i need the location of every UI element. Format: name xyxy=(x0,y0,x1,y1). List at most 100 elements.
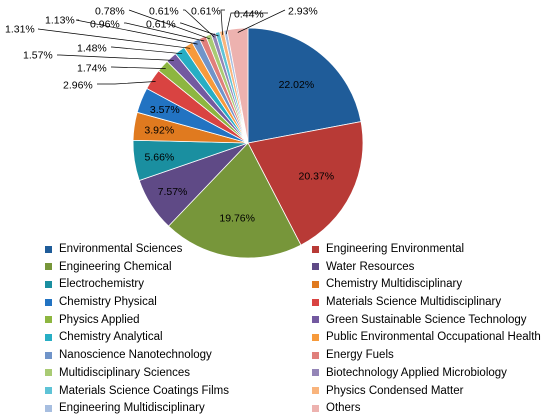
legend-label: Electrochemistry xyxy=(59,278,144,291)
pie-slice xyxy=(247,27,362,144)
legend-label: Physics Applied xyxy=(59,313,140,326)
legend-swatch xyxy=(312,298,319,306)
slice-data-label: 1.48% xyxy=(77,43,107,55)
leader-lines xyxy=(37,9,286,85)
slice-data-label: 22.02% xyxy=(279,79,315,91)
legend-swatch xyxy=(312,333,319,341)
slice-data-label: 1.74% xyxy=(77,63,107,75)
legend-item: Nanoscience Nanotechnology xyxy=(45,347,312,363)
legend-item: Water Resources xyxy=(312,259,550,275)
legend-item: Biotechnology Applied Microbiology xyxy=(312,365,550,381)
slice-data-label: 7.57% xyxy=(158,186,188,198)
legend-item: Engineering Environmental xyxy=(312,241,550,257)
pie-slice xyxy=(167,142,302,259)
legend-item: Others xyxy=(312,400,550,416)
slice-data-label: 2.96% xyxy=(63,80,93,92)
slice-data-label: 2.93% xyxy=(288,6,318,18)
legend-label: Environmental Sciences xyxy=(59,243,183,255)
leader-line xyxy=(75,19,198,45)
leader-line xyxy=(57,54,174,61)
slice-data-label: 1.13% xyxy=(45,15,75,27)
legend-item: Energy Fuels xyxy=(312,347,550,363)
legend-swatch xyxy=(45,280,52,288)
legend-item: Multidisciplinary Sciences xyxy=(45,365,312,381)
legend-swatch xyxy=(312,351,319,359)
legend-swatch xyxy=(312,263,319,271)
legend-item: Materials Science Coatings Films xyxy=(45,383,312,399)
leader-line xyxy=(111,66,166,69)
legend-swatch xyxy=(45,298,52,306)
legend-swatch xyxy=(45,333,52,341)
slice-data-label: 19.76% xyxy=(219,213,255,225)
slice-data-label: 3.57% xyxy=(150,104,180,116)
slice-data-label: 1.57% xyxy=(23,50,53,62)
legend-swatch xyxy=(45,316,52,324)
slice-data-label: 3.92% xyxy=(144,124,174,136)
legend-label: Green Sustainable Science Technology xyxy=(326,313,527,326)
legend-label: Multidisciplinary Sciences xyxy=(59,366,191,379)
legend-label: Engineering Chemical xyxy=(59,260,172,273)
legend-item: Chemistry Physical xyxy=(45,294,312,310)
legend-label: Water Resources xyxy=(326,260,415,273)
legend-item: Chemistry Multidisciplinary xyxy=(312,276,550,292)
legend-item: Electrochemistry xyxy=(45,276,312,292)
legend-item: Environmental Sciences xyxy=(45,241,312,257)
legend-label: Chemistry Physical xyxy=(59,296,157,309)
legend-item: Physics Applied xyxy=(45,312,312,328)
slice-data-label: 0.61% xyxy=(191,6,221,18)
pie-slice xyxy=(247,121,364,246)
legend-swatch xyxy=(45,351,52,359)
slice-data-label: 1.31% xyxy=(5,24,35,36)
leader-line xyxy=(183,9,215,38)
legend-item: Physics Condensed Matter xyxy=(312,383,550,399)
pie-slices xyxy=(132,27,364,259)
slice-data-label: 20.37% xyxy=(298,171,334,183)
leader-line xyxy=(111,46,183,55)
legend-swatch xyxy=(45,369,52,377)
legend-swatch xyxy=(312,245,319,253)
legend-item: Engineering Multidisciplinary xyxy=(45,400,312,416)
legend-swatch xyxy=(312,280,319,288)
legend-label: Engineering Multidisciplinary xyxy=(59,402,205,415)
leader-line xyxy=(37,28,191,49)
slice-data-label: 0.96% xyxy=(90,19,120,31)
legend-item: Green Sustainable Science Technology xyxy=(312,312,550,328)
data-labels: 22.02% 20.37% 19.76% 7.57% 5.66% 3.92% 3.57% 2.… xyxy=(5,6,334,225)
legend-label: Biotechnology Applied Microbiology xyxy=(326,366,507,379)
leader-line xyxy=(220,9,225,35)
legend-label: Nanoscience Nanotechnology xyxy=(59,349,212,362)
legend-swatch xyxy=(45,404,52,412)
legend-swatch xyxy=(312,387,319,394)
legend-swatch xyxy=(45,245,52,253)
legend-swatch xyxy=(45,263,52,271)
legend-label: Engineering Environmental xyxy=(326,243,465,255)
legend-swatch xyxy=(45,387,52,394)
legend-item: Materials Science Multidisciplinary xyxy=(312,294,550,310)
legend-label: Materials Science Multidisciplinary xyxy=(326,296,502,309)
legend-label: Physics Condensed Matter xyxy=(326,384,464,397)
slice-data-label: 0.61% xyxy=(149,6,179,18)
slice-data-label: 5.66% xyxy=(145,151,175,163)
legend-item: Chemistry Analytical xyxy=(45,329,312,345)
legend-label: Energy Fuels xyxy=(326,349,394,362)
legend-swatch xyxy=(312,316,319,324)
legend-swatch xyxy=(312,369,319,377)
slice-data-label: 0.61% xyxy=(146,19,176,31)
slice-data-label: 0.78% xyxy=(95,6,125,18)
legend-swatch xyxy=(312,404,319,412)
leader-line xyxy=(237,9,286,33)
chart-legend: Environmental Sciences Engineering Enviro… xyxy=(45,241,550,416)
leader-line xyxy=(180,22,219,37)
legend-label: Others xyxy=(326,402,361,415)
legend-label: Chemistry Multidisciplinary xyxy=(326,278,463,291)
legend-label: Materials Science Coatings Films xyxy=(59,384,230,397)
leader-line xyxy=(124,22,205,42)
legend-item: Public Environmental Occupational Health xyxy=(312,329,550,345)
legend-item: Engineering Chemical xyxy=(45,259,312,275)
leader-line xyxy=(128,9,210,40)
slice-data-label: 0.44% xyxy=(234,9,264,21)
leader-line xyxy=(225,12,268,35)
legend-label: Chemistry Analytical xyxy=(59,331,163,344)
legend-label: Public Environmental Occupational Health xyxy=(326,331,541,344)
